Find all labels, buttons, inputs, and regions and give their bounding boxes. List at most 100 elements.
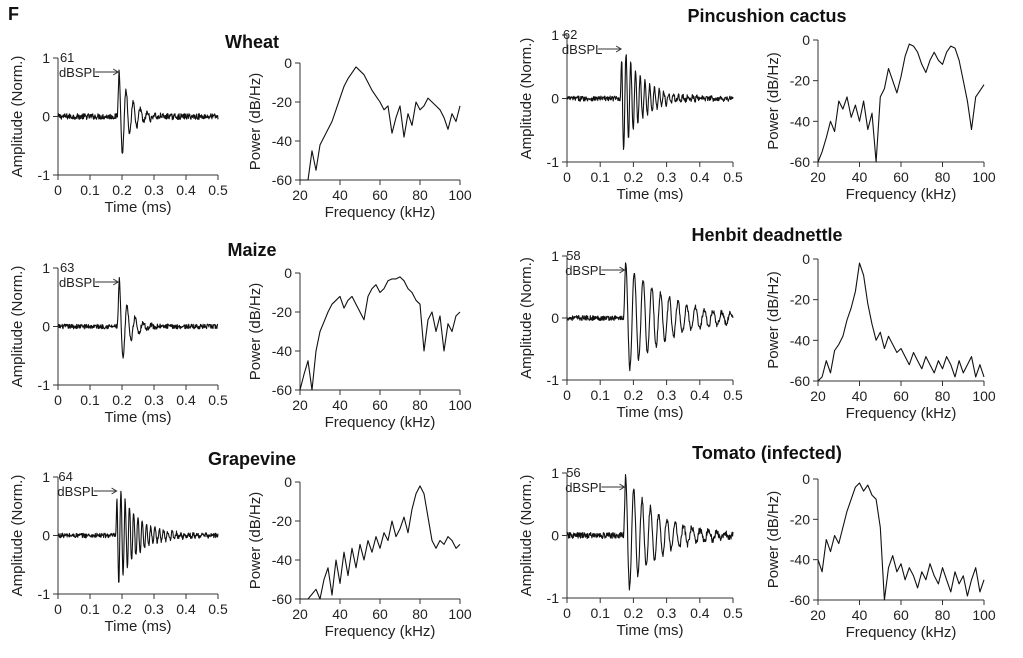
level-arrow-head (112, 278, 120, 286)
spectrum-x-axis-label: Frequency (kHz) (325, 623, 436, 640)
spectrum-y-tick-label: -40 (790, 113, 810, 129)
spectrum-y-axis-label: Power (dB/Hz) (765, 52, 782, 150)
waveform-x-tick-label: 0.1 (80, 392, 100, 408)
spectrum-x-tick-label: 60 (372, 187, 388, 203)
panel-letter: F (8, 4, 19, 24)
waveform-x-tick-label: 0.5 (723, 169, 743, 185)
waveform-trace (566, 54, 734, 150)
waveform-y-tick-label: 1 (42, 260, 50, 276)
waveform-trace (566, 262, 734, 372)
spectrum-y-axis-label: Power (dB/Hz) (765, 271, 782, 369)
spectrum-x-tick-label: 60 (893, 388, 909, 404)
waveform-x-tick-label: 0.1 (590, 387, 610, 403)
waveform-x-tick-label: 0.2 (624, 169, 644, 185)
waveform-x-axis-label: Time (ms) (105, 409, 172, 426)
waveform-y-tick-label: 0 (42, 528, 50, 544)
spectrum-y-tick-label: -20 (272, 94, 292, 110)
level-unit: dBSPL (57, 484, 97, 499)
waveform-y-axis-label: Amplitude (Norm.) (9, 475, 26, 597)
waveform-x-axis-label: Time (ms) (617, 186, 684, 203)
waveform-y-tick-label: 0 (42, 319, 50, 335)
waveform-x-tick-label: 0.5 (723, 387, 743, 403)
spectrum-y-tick-label: -20 (790, 292, 810, 308)
spectrum-y-tick-label: 0 (802, 471, 810, 487)
waveform-y-axis-label: Amplitude (Norm.) (9, 56, 26, 178)
spectrum-x-tick-label: 40 (852, 388, 868, 404)
level-value: 61 (60, 50, 74, 65)
waveform-x-tick-label: 0.5 (208, 601, 228, 617)
waveform-x-axis-label: Time (ms) (617, 404, 684, 421)
level-value: 64 (58, 469, 72, 484)
waveform-x-tick-label: 0.3 (144, 392, 164, 408)
spectrum-x-axis-label: Frequency (kHz) (325, 414, 436, 431)
spectrum-y-tick-label: 0 (284, 265, 292, 281)
waveform-x-tick-label: 0.1 (80, 182, 100, 198)
spectrum-y-tick-label: 0 (802, 251, 810, 267)
waveform-trace (566, 474, 734, 591)
spectrum-x-tick-label: 40 (332, 187, 348, 203)
level-unit: dBSPL (562, 42, 602, 57)
waveform-x-tick-label: 0.2 (624, 387, 644, 403)
spectrum-x-tick-label: 20 (292, 397, 308, 413)
spectrum-x-tick-label: 80 (935, 388, 951, 404)
waveform-x-tick-label: 0 (54, 182, 62, 198)
level-value: 62 (563, 27, 577, 42)
spectrum-x-axis-label: Frequency (kHz) (846, 186, 957, 203)
spectrum-x-tick-label: 20 (292, 606, 308, 622)
waveform-x-axis-label: Time (ms) (617, 622, 684, 639)
spectrum-x-tick-label: 100 (972, 388, 996, 404)
spectrum-x-tick-label: 60 (372, 397, 388, 413)
waveform-y-tick-label: 0 (551, 310, 559, 326)
level-unit: dBSPL (59, 65, 99, 80)
spectrum-trace (817, 482, 985, 601)
waveform-y-axis-label: Amplitude (Norm.) (518, 38, 535, 160)
spectrum-y-axis-label: Power (dB/Hz) (247, 492, 264, 590)
waveform-x-tick-label: 0.4 (176, 601, 196, 617)
spectrum-x-tick-label: 100 (448, 187, 472, 203)
spectrum-y-tick-label: -60 (272, 172, 292, 188)
waveform-x-tick-label: 0.3 (144, 601, 164, 617)
spectrum-x-tick-label: 80 (412, 397, 428, 413)
level-unit: dBSPL (59, 275, 99, 290)
waveform-x-tick-label: 0.5 (208, 182, 228, 198)
waveform-x-tick-label: 0.4 (176, 392, 196, 408)
waveform-y-tick-label: -1 (547, 154, 560, 170)
waveform-y-tick-label: 1 (42, 469, 50, 485)
spectrum-x-tick-label: 40 (852, 169, 868, 185)
waveform-y-tick-label: -1 (38, 586, 51, 602)
spectrum-x-tick-label: 20 (810, 607, 826, 623)
spectrum-y-tick-label: -40 (272, 552, 292, 568)
spectrum-y-tick-label: -40 (272, 133, 292, 149)
waveform-x-tick-label: 0.5 (208, 392, 228, 408)
spectrum-x-tick-label: 60 (893, 607, 909, 623)
waveform-x-tick-label: 0.4 (690, 169, 710, 185)
waveform-x-tick-label: 0.4 (690, 605, 710, 621)
waveform-x-tick-label: 0.3 (657, 387, 677, 403)
spectrum-y-tick-label: -20 (272, 304, 292, 320)
spectrum-x-tick-label: 100 (448, 397, 472, 413)
spectrum-x-tick-label: 80 (935, 607, 951, 623)
spectrum-x-tick-label: 80 (412, 606, 428, 622)
spectrum-x-axis-label: Frequency (kHz) (325, 204, 436, 221)
spectrum-y-tick-label: -60 (790, 592, 810, 608)
spectrum-y-tick-label: -60 (272, 591, 292, 607)
spectrum-y-tick-label: 0 (284, 474, 292, 490)
spectrum-x-axis-label: Frequency (kHz) (846, 624, 957, 641)
waveform-x-tick-label: 0.3 (657, 605, 677, 621)
level-value: 56 (566, 465, 580, 480)
spectrum-x-tick-label: 40 (332, 606, 348, 622)
waveform-trace (57, 69, 219, 154)
waveform-y-tick-label: 1 (551, 248, 559, 264)
waveform-x-tick-label: 0.2 (112, 392, 132, 408)
waveform-x-tick-label: 0 (563, 605, 571, 621)
level-value: 58 (566, 248, 580, 263)
waveform-y-tick-label: 0 (42, 109, 50, 125)
level-unit: dBSPL (565, 263, 605, 278)
level-unit: dBSPL (565, 480, 605, 495)
spectrum-trace (299, 276, 461, 391)
level-arrow-head (619, 266, 626, 274)
waveform-x-tick-label: 0.1 (80, 601, 100, 617)
level-arrow-head (111, 487, 118, 495)
waveform-y-axis-label: Amplitude (Norm.) (9, 266, 26, 388)
spectrum-x-tick-label: 60 (372, 606, 388, 622)
